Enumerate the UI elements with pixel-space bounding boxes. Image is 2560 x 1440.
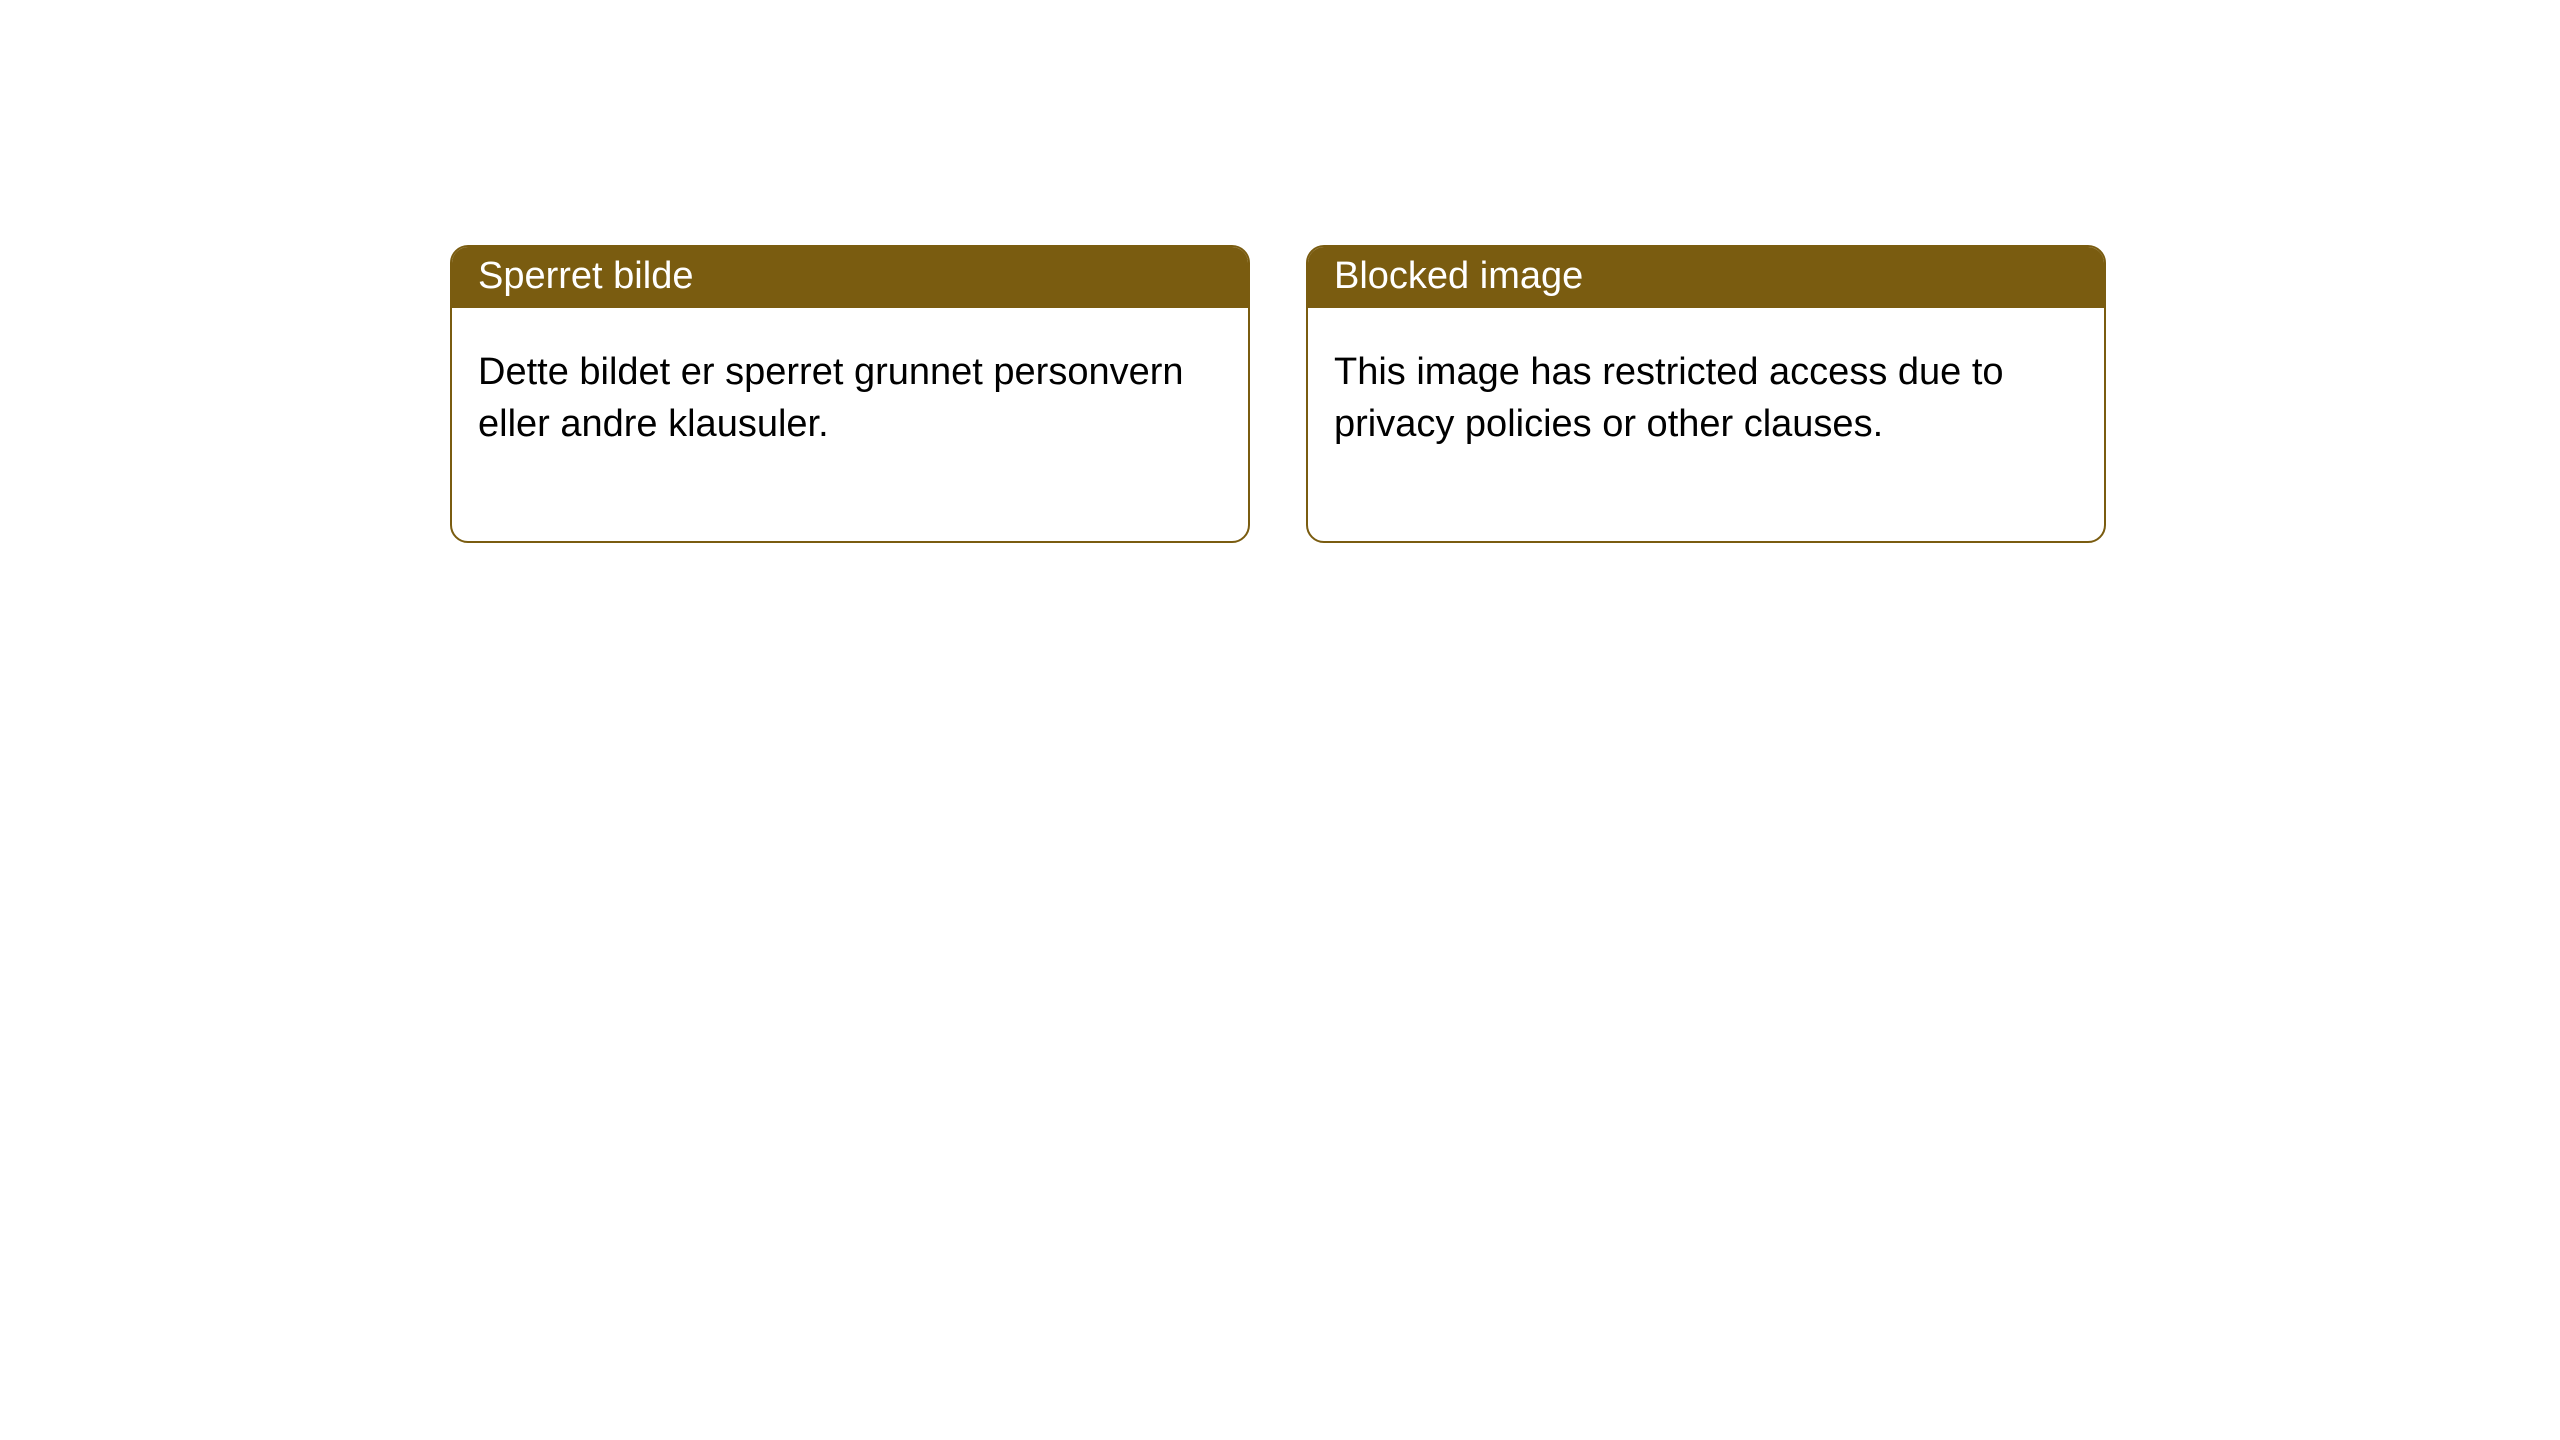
notice-card-english: Blocked image This image has restricted … (1306, 245, 2106, 543)
notice-container: Sperret bilde Dette bildet er sperret gr… (0, 0, 2560, 543)
notice-title: Blocked image (1308, 247, 2104, 308)
notice-body: Dette bildet er sperret grunnet personve… (452, 308, 1248, 541)
notice-title: Sperret bilde (452, 247, 1248, 308)
notice-body: This image has restricted access due to … (1308, 308, 2104, 541)
notice-card-norwegian: Sperret bilde Dette bildet er sperret gr… (450, 245, 1250, 543)
